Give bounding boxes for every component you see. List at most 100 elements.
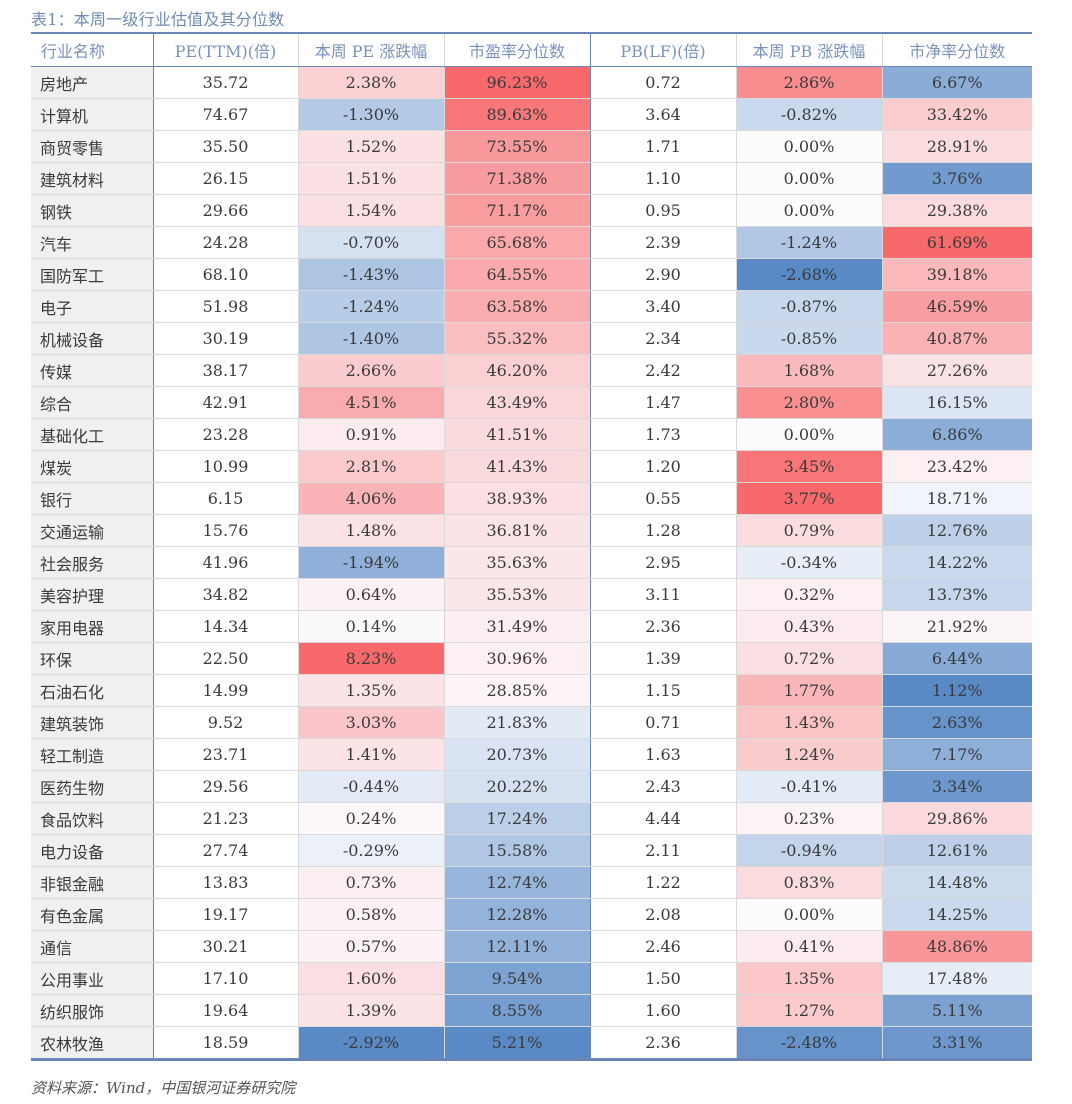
pb-percentile-cell: 46.59%	[882, 290, 1032, 323]
pb-percentile-cell: 27.26%	[882, 354, 1032, 387]
pb-percentile-cell: 28.91%	[882, 130, 1032, 163]
table-row: 煤炭 10.99 2.81% 41.43% 1.20 3.45% 23.42%	[31, 450, 1032, 483]
pb-value-cell: 0.95	[590, 194, 737, 227]
table-row: 食品饮料 21.23 0.24% 17.24% 4.44 0.23% 29.86%	[31, 802, 1032, 835]
pb-value-cell: 2.36	[590, 610, 737, 643]
table-row: 电子 51.98 -1.24% 63.58% 3.40 -0.87% 46.59%	[31, 290, 1032, 323]
pe-value-cell: 68.10	[153, 258, 299, 291]
pe-percentile-cell: 21.83%	[444, 706, 591, 739]
industry-name-cell: 公用事业	[31, 962, 154, 995]
pb-value-cell: 1.73	[590, 418, 737, 451]
pb-percentile-cell: 61.69%	[882, 226, 1032, 259]
pb-percentile-cell: 14.25%	[882, 898, 1032, 931]
table-row: 建筑材料 26.15 1.51% 71.38% 1.10 0.00% 3.76%	[31, 162, 1032, 195]
pb-change-cell: -1.24%	[736, 226, 883, 259]
pb-percentile-cell: 33.42%	[882, 98, 1032, 131]
pb-change-cell: 3.77%	[736, 482, 883, 515]
pe-value-cell: 10.99	[153, 450, 299, 483]
header-pb-percentile: 市净率分位数	[882, 33, 1032, 67]
industry-name-cell: 建筑材料	[31, 162, 154, 195]
industry-name-cell: 基础化工	[31, 418, 154, 451]
table-row: 社会服务 41.96 -1.94% 35.63% 2.95 -0.34% 14.22%	[31, 546, 1032, 579]
pe-change-cell: 3.03%	[298, 706, 445, 739]
industry-name-cell: 通信	[31, 930, 154, 963]
pe-value-cell: 18.59	[153, 1026, 299, 1060]
pe-percentile-cell: 38.93%	[444, 482, 591, 515]
pb-value-cell: 1.39	[590, 642, 737, 675]
table-row: 汽车 24.28 -0.70% 65.68% 2.39 -1.24% 61.69%	[31, 226, 1032, 259]
pe-value-cell: 51.98	[153, 290, 299, 323]
pb-change-cell: 0.43%	[736, 610, 883, 643]
pe-change-cell: 0.14%	[298, 610, 445, 643]
pb-value-cell: 3.64	[590, 98, 737, 131]
pe-change-cell: -1.40%	[298, 322, 445, 355]
pb-value-cell: 0.72	[590, 66, 737, 99]
pb-percentile-cell: 12.76%	[882, 514, 1032, 547]
pe-percentile-cell: 43.49%	[444, 386, 591, 419]
header-row: 行业名称 PE(TTM)(倍) 本周 PE 涨跌幅 市盈率分位数 PB(LF)(…	[31, 33, 1032, 67]
pb-value-cell: 3.11	[590, 578, 737, 611]
table-row: 纺织服饰 19.64 1.39% 8.55% 1.60 1.27% 5.11%	[31, 994, 1032, 1027]
pe-change-cell: -2.92%	[298, 1026, 445, 1060]
industry-name-cell: 电子	[31, 290, 154, 323]
table-row: 农林牧渔 18.59 -2.92% 5.21% 2.36 -2.48% 3.31%	[31, 1026, 1032, 1060]
pe-value-cell: 14.99	[153, 674, 299, 707]
pe-change-cell: 8.23%	[298, 642, 445, 675]
pb-change-cell: 3.45%	[736, 450, 883, 483]
pe-percentile-cell: 89.63%	[444, 98, 591, 131]
pb-value-cell: 2.42	[590, 354, 737, 387]
pe-percentile-cell: 20.73%	[444, 738, 591, 771]
industry-name-cell: 国防军工	[31, 258, 154, 291]
pb-change-cell: -0.82%	[736, 98, 883, 131]
pe-value-cell: 35.72	[153, 66, 299, 99]
pb-change-cell: 1.24%	[736, 738, 883, 771]
industry-name-cell: 美容护理	[31, 578, 154, 611]
header-industry: 行业名称	[31, 33, 154, 67]
pb-value-cell: 2.39	[590, 226, 737, 259]
pe-value-cell: 42.91	[153, 386, 299, 419]
pb-percentile-cell: 12.61%	[882, 834, 1032, 867]
pe-change-cell: 2.38%	[298, 66, 445, 99]
pb-percentile-cell: 17.48%	[882, 962, 1032, 995]
table-row: 家用电器 14.34 0.14% 31.49% 2.36 0.43% 21.92%	[31, 610, 1032, 643]
pe-change-cell: 0.73%	[298, 866, 445, 899]
industry-name-cell: 非银金融	[31, 866, 154, 899]
pb-value-cell: 1.71	[590, 130, 737, 163]
pb-value-cell: 2.08	[590, 898, 737, 931]
industry-name-cell: 钢铁	[31, 194, 154, 227]
table-row: 综合 42.91 4.51% 43.49% 1.47 2.80% 16.15%	[31, 386, 1032, 419]
pe-change-cell: 0.58%	[298, 898, 445, 931]
pe-percentile-cell: 15.58%	[444, 834, 591, 867]
pe-change-cell: -0.70%	[298, 226, 445, 259]
pb-value-cell: 2.43	[590, 770, 737, 803]
pb-value-cell: 1.20	[590, 450, 737, 483]
table-row: 商贸零售 35.50 1.52% 73.55% 1.71 0.00% 28.91%	[31, 130, 1032, 163]
pb-value-cell: 0.71	[590, 706, 737, 739]
pe-change-cell: 1.39%	[298, 994, 445, 1027]
pe-change-cell: 1.35%	[298, 674, 445, 707]
table-body: 房地产 35.72 2.38% 96.23% 0.72 2.86% 6.67% 计算机 74.6…	[31, 66, 1032, 1060]
pe-value-cell: 30.21	[153, 930, 299, 963]
pe-value-cell: 30.19	[153, 322, 299, 355]
pb-value-cell: 2.46	[590, 930, 737, 963]
pe-change-cell: 2.66%	[298, 354, 445, 387]
pe-change-cell: 1.41%	[298, 738, 445, 771]
pb-change-cell: 0.79%	[736, 514, 883, 547]
pe-change-cell: 4.06%	[298, 482, 445, 515]
pb-change-cell: 0.00%	[736, 898, 883, 931]
industry-name-cell: 汽车	[31, 226, 154, 259]
pe-percentile-cell: 71.17%	[444, 194, 591, 227]
pb-change-cell: 1.77%	[736, 674, 883, 707]
pe-value-cell: 38.17	[153, 354, 299, 387]
pe-value-cell: 24.28	[153, 226, 299, 259]
pb-percentile-cell: 21.92%	[882, 610, 1032, 643]
pe-percentile-cell: 12.11%	[444, 930, 591, 963]
pb-percentile-cell: 2.63%	[882, 706, 1032, 739]
pb-percentile-cell: 16.15%	[882, 386, 1032, 419]
pe-percentile-cell: 35.53%	[444, 578, 591, 611]
pe-value-cell: 29.66	[153, 194, 299, 227]
pe-value-cell: 23.71	[153, 738, 299, 771]
table-row: 通信 30.21 0.57% 12.11% 2.46 0.41% 48.86%	[31, 930, 1032, 963]
pe-percentile-cell: 41.43%	[444, 450, 591, 483]
pe-change-cell: 1.48%	[298, 514, 445, 547]
